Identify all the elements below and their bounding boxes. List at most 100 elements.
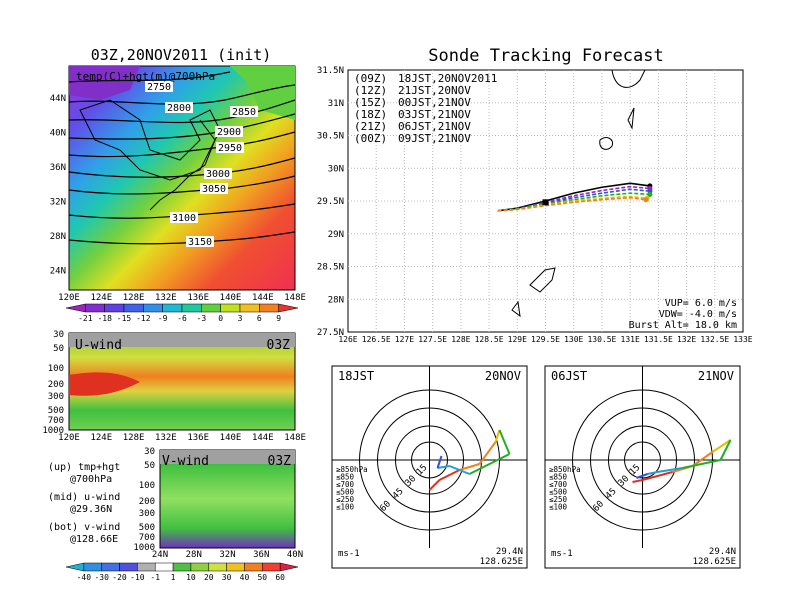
hodograph-segment xyxy=(437,465,450,469)
hodograph-segment xyxy=(647,471,658,475)
lat-tick-label: 44N xyxy=(50,94,66,104)
polar-unit: ms-1 xyxy=(551,549,573,559)
lat-tick-label: 28N xyxy=(50,232,66,242)
x-tick-label: 132E xyxy=(677,335,696,344)
polar-legend-item: ≤700 xyxy=(549,480,568,489)
temperature-colorbar: -21 -18 -15 -12 -9 -6 -3 0 3 6 9 xyxy=(65,303,299,323)
pressure-tick: 300 xyxy=(139,509,155,519)
colorbar-cell xyxy=(279,562,299,572)
colorbar-cell xyxy=(262,562,281,572)
x-tick-label: 131E xyxy=(621,335,640,344)
pressure-tick: 1000 xyxy=(133,543,155,553)
x-tick-label: 128E xyxy=(451,335,470,344)
wind-colorbar: -40 -30 -20 -10 -1 1 10 20 30 40 50 60 xyxy=(65,562,299,582)
colorbar-tick: -20 xyxy=(112,573,127,582)
lat-tick-label: 24N xyxy=(50,267,66,277)
contour-label: 3100 xyxy=(172,213,196,224)
colorbar-cell xyxy=(85,303,105,313)
lon-tick-label: 148E xyxy=(284,293,306,303)
lon-tick-label: 128E xyxy=(123,433,145,443)
track-line xyxy=(497,196,647,212)
polar-legend-item: ≤500 xyxy=(336,488,355,497)
pressure-tick: 300 xyxy=(48,392,64,402)
temperature-map: 2750 2800 2850 2900 2950 3000 3050 3100 … xyxy=(50,65,306,303)
colorbar-cell xyxy=(278,303,299,313)
x-tick-label: 128.5E xyxy=(475,335,504,344)
polar-legend-item: ≤700 xyxy=(336,480,355,489)
colorbar-tick: -12 xyxy=(136,314,151,323)
hodograph-segment xyxy=(459,463,480,471)
polar-date: 21NOV xyxy=(698,369,734,383)
contour-label: 3150 xyxy=(188,237,212,248)
note-mid: (mid) u-wind xyxy=(48,492,120,503)
contour-label: 3050 xyxy=(202,184,226,195)
lon-tick-label: 132E xyxy=(155,293,177,303)
colorbar-cell xyxy=(65,303,86,313)
colorbar-cell xyxy=(119,562,138,572)
colorbar-tick: 3 xyxy=(238,314,243,323)
hodograph-segment xyxy=(498,429,511,455)
lon-tick-label: 120E xyxy=(58,433,80,443)
colorbar-tick: 20 xyxy=(204,573,214,582)
x-tick-label: 126.5E xyxy=(362,335,391,344)
contour-label: 2800 xyxy=(167,103,191,114)
pressure-tick: 50 xyxy=(144,461,155,471)
y-tick-label: 28N xyxy=(328,295,344,305)
lon-tick-label: 140E xyxy=(220,433,242,443)
island xyxy=(529,267,556,293)
colorbar-cell xyxy=(244,562,263,572)
y-tick-label: 31N xyxy=(328,99,344,109)
chart-title: Sonde Tracking Forecast xyxy=(428,46,663,66)
colorbar-tick: -18 xyxy=(97,314,112,323)
colorbar-tick: -15 xyxy=(117,314,132,323)
lat-tick-label: 24N xyxy=(152,550,168,560)
legend-time: (00Z) xyxy=(354,132,387,145)
lon-tick-label: 136E xyxy=(187,433,209,443)
pressure-tick: 700 xyxy=(48,416,64,426)
param-vup: VUP= 6.0 m/s xyxy=(665,298,737,309)
lon-tick-label: 144E xyxy=(252,293,274,303)
colorbar-cell xyxy=(162,303,183,313)
polar-legend-item: ≤250 xyxy=(336,495,355,504)
track-chart: 27.5N 28N 28.5N 29N 29.5N 30N 30.5N 31N 31.5N 12… xyxy=(317,66,753,344)
v-wind-time: 03Z xyxy=(268,454,292,469)
colorbar-tick: 10 xyxy=(186,573,196,582)
island xyxy=(511,300,521,318)
pressure-tick: 200 xyxy=(48,380,64,390)
pressure-tick: 100 xyxy=(139,481,155,491)
colorbar-tick: 0 xyxy=(218,314,223,323)
param-vdw: VDW= -4.0 m/s xyxy=(659,309,737,320)
polar-unit: ms-1 xyxy=(338,549,360,559)
cold-region xyxy=(69,66,140,100)
u-wind-label: U-wind xyxy=(75,338,122,353)
u-wind-time: 03Z xyxy=(267,338,291,353)
polar-legend-item: ≤850 xyxy=(549,473,568,482)
pressure-tick: 500 xyxy=(48,406,64,416)
param-burst: Burst Alt= 18.0 km xyxy=(629,320,737,331)
lon-tick-label: 132E xyxy=(155,433,177,443)
note-up-sub: @700hPa xyxy=(70,474,112,485)
y-tick-label: 28.5N xyxy=(317,263,344,273)
colorbar-tick: 6 xyxy=(257,314,262,323)
polar-lon: 128.625E xyxy=(693,557,736,567)
colorbar-cell xyxy=(190,562,210,572)
colorbar-cell xyxy=(123,303,144,313)
hodograph-segment xyxy=(632,479,643,483)
polar-legend-item: ≥850hPa xyxy=(336,465,368,474)
colorbar-cell xyxy=(239,303,260,313)
japan-coastline xyxy=(149,119,216,211)
hodograph-segment xyxy=(428,479,441,491)
x-tick-label: 132.5E xyxy=(700,335,729,344)
lat-tick-label: 28N xyxy=(186,550,202,560)
note-bot: (bot) v-wind xyxy=(48,522,120,533)
legend-label: 09JST,21NOV xyxy=(398,132,471,145)
lat-tick-label: 32N xyxy=(50,198,66,208)
colorbar-cell xyxy=(104,303,125,313)
y-tick-label: 29.5N xyxy=(317,197,344,207)
y-tick-label: 30.5N xyxy=(317,132,344,142)
lon-tick-label: 140E xyxy=(220,293,242,303)
lat-tick-label: 36N xyxy=(50,163,66,173)
contour-label: 2850 xyxy=(232,107,256,118)
